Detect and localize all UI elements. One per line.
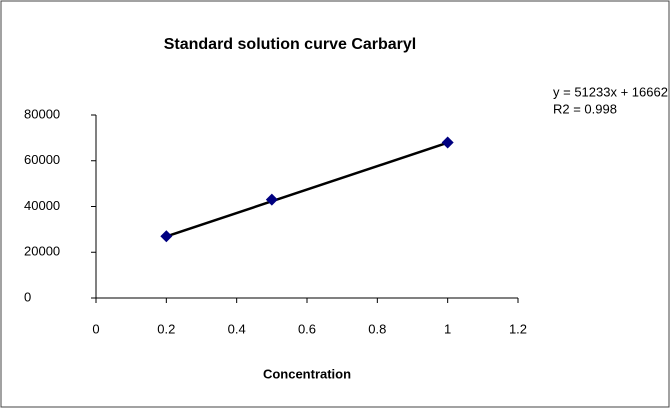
- trendline-r2: R2 = 0.998: [553, 101, 617, 116]
- x-axis-title: Concentration: [263, 366, 351, 381]
- trendline: [165, 141, 449, 238]
- data-point: [160, 230, 173, 243]
- x-tick-label: 0.4: [228, 321, 246, 336]
- y-tick-label: 40000: [24, 198, 60, 213]
- trendline-equation: y = 51233x + 16662: [553, 84, 668, 99]
- y-tick-label: 0: [24, 289, 31, 304]
- data-point: [265, 193, 278, 206]
- x-tick-label: 0: [92, 321, 99, 336]
- y-tick-label: 60000: [24, 152, 60, 167]
- x-tick-label: 0.8: [368, 321, 386, 336]
- x-tick-label: 1: [444, 321, 451, 336]
- x-tick-label: 0.2: [157, 321, 175, 336]
- chart-title: Standard solution curve Carbaryl: [164, 36, 417, 53]
- x-tick-label: 1.2: [509, 321, 527, 336]
- data-point: [441, 136, 454, 149]
- y-tick-label: 80000: [24, 106, 60, 121]
- y-tick-label: 20000: [24, 244, 60, 259]
- x-tick-label: 0.6: [298, 321, 316, 336]
